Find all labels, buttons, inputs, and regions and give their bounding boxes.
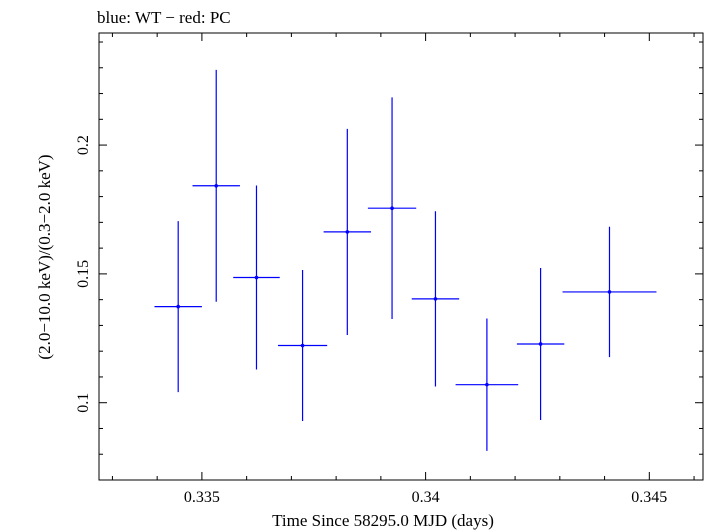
point-marker [390, 206, 394, 210]
x-axis-label: Time Since 58295.0 MJD (days) [272, 511, 494, 530]
x-tick-label: 0.335 [184, 489, 220, 506]
axis-ticks [99, 33, 703, 481]
data-point [192, 69, 240, 302]
point-marker [538, 342, 543, 346]
point-marker [433, 297, 438, 301]
data-point [367, 97, 417, 319]
point-marker [214, 183, 219, 188]
y-tick-label: 0.15 [75, 260, 92, 288]
point-marker [607, 290, 612, 294]
point-marker [254, 275, 259, 280]
data-point [323, 128, 372, 335]
point-marker [300, 343, 305, 348]
y-tick-label: 0.1 [75, 393, 92, 413]
data-point [277, 270, 328, 422]
data-point [455, 318, 519, 451]
data-point [516, 267, 565, 420]
point-marker [485, 382, 489, 387]
data-point [562, 226, 657, 358]
x-tick-label: 0.345 [631, 489, 667, 506]
data-layer [154, 69, 657, 451]
plot-frame [98, 32, 704, 481]
chart-title: blue: WT − red: PC [97, 8, 231, 27]
point-marker [345, 230, 350, 234]
data-point [411, 211, 460, 387]
point-marker [176, 304, 180, 309]
data-point [233, 185, 280, 370]
data-point [154, 221, 202, 393]
y-axis-label: (2.0−10.0 keV)/(0.3−2.0 keV) [35, 154, 54, 359]
x-tick-label: 0.34 [412, 489, 440, 506]
tick-labels: 0.335 0.34 0.345 0.1 0.15 0.2 [75, 135, 667, 506]
y-tick-label: 0.2 [75, 135, 92, 155]
